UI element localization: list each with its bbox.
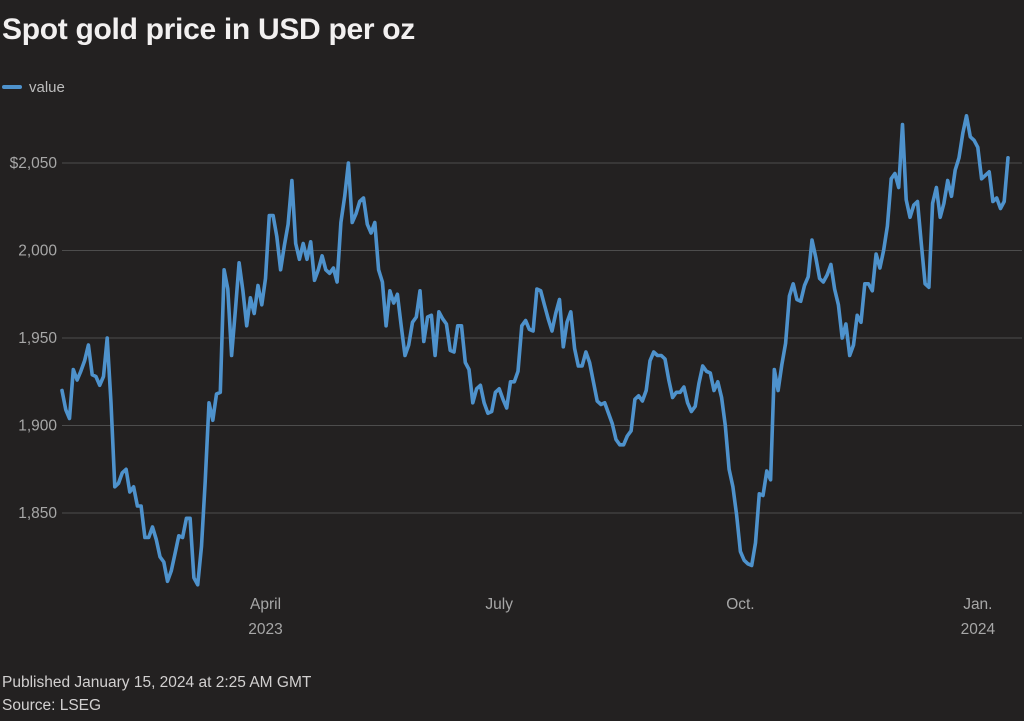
legend-line-swatch-icon bbox=[2, 85, 22, 89]
legend-series-label: value bbox=[29, 78, 65, 96]
chart-title: Spot gold price in USD per oz bbox=[2, 13, 415, 46]
price-line bbox=[60, 114, 1010, 587]
published-timestamp: Published January 15, 2024 at 2:25 AM GM… bbox=[2, 674, 312, 691]
source-credit: Source: LSEG bbox=[2, 697, 102, 714]
y-tick-label: 1,850 bbox=[18, 505, 57, 522]
y-tick-label: 2,000 bbox=[18, 243, 57, 260]
y-tick-label: 1,900 bbox=[18, 418, 57, 435]
x-tick-label: July bbox=[485, 596, 513, 613]
x-tick-label: Oct. bbox=[726, 596, 754, 613]
x-tick-sublabel: 2024 bbox=[961, 621, 996, 638]
chart-legend: value bbox=[2, 78, 65, 96]
x-tick-label: Jan. bbox=[963, 596, 992, 613]
x-tick-label: April bbox=[250, 596, 281, 613]
y-tick-label: $2,050 bbox=[10, 155, 58, 172]
x-tick-sublabel: 2023 bbox=[248, 621, 282, 638]
chart-footer: Published January 15, 2024 at 2:25 AM GM… bbox=[2, 671, 311, 717]
y-tick-label: 1,950 bbox=[18, 330, 57, 347]
